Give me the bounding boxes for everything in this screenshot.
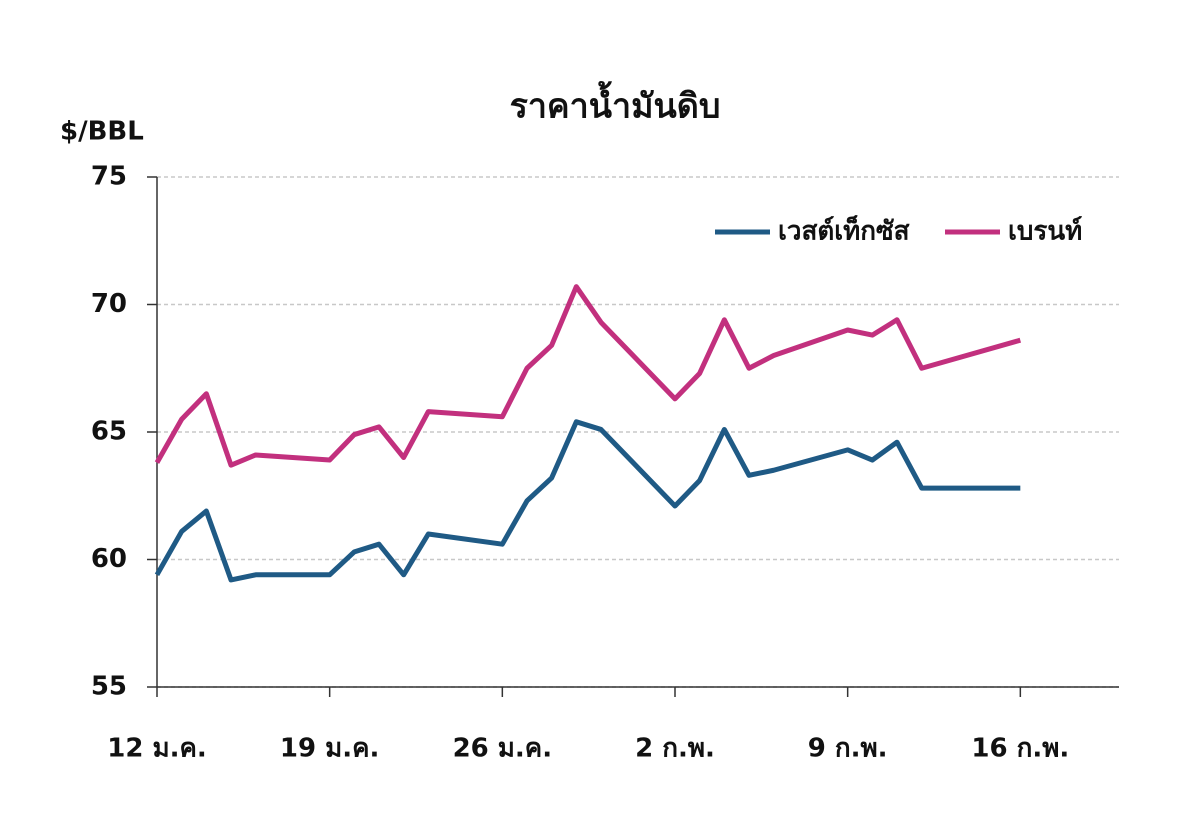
y-tick-label: 60: [91, 544, 127, 574]
series-line: [154, 419, 1021, 583]
legend-label: เบรนท์: [1008, 216, 1082, 247]
chart-title: ราคาน้ำมันดิบ: [510, 81, 721, 127]
y-tick-label: 65: [91, 417, 127, 447]
y-tick-label: 75: [91, 162, 127, 192]
x-tick-label: 12 ม.ค.: [107, 734, 207, 764]
x-tick-label: 26 ม.ค.: [453, 734, 553, 764]
x-tick-label: 16 ก.พ.: [971, 734, 1069, 764]
x-tick-label: 19 ม.ค.: [280, 734, 380, 764]
y-tick-label: 70: [91, 289, 127, 319]
series-line: [154, 284, 1022, 468]
legend-label: เวสต์เท็กซัส: [778, 215, 910, 247]
y-axis-label: $/BBL: [60, 117, 144, 147]
x-tick-label: 9 ก.พ.: [808, 734, 888, 764]
x-tick-label: 2 ก.พ.: [635, 734, 715, 764]
y-tick-label: 55: [91, 672, 127, 702]
